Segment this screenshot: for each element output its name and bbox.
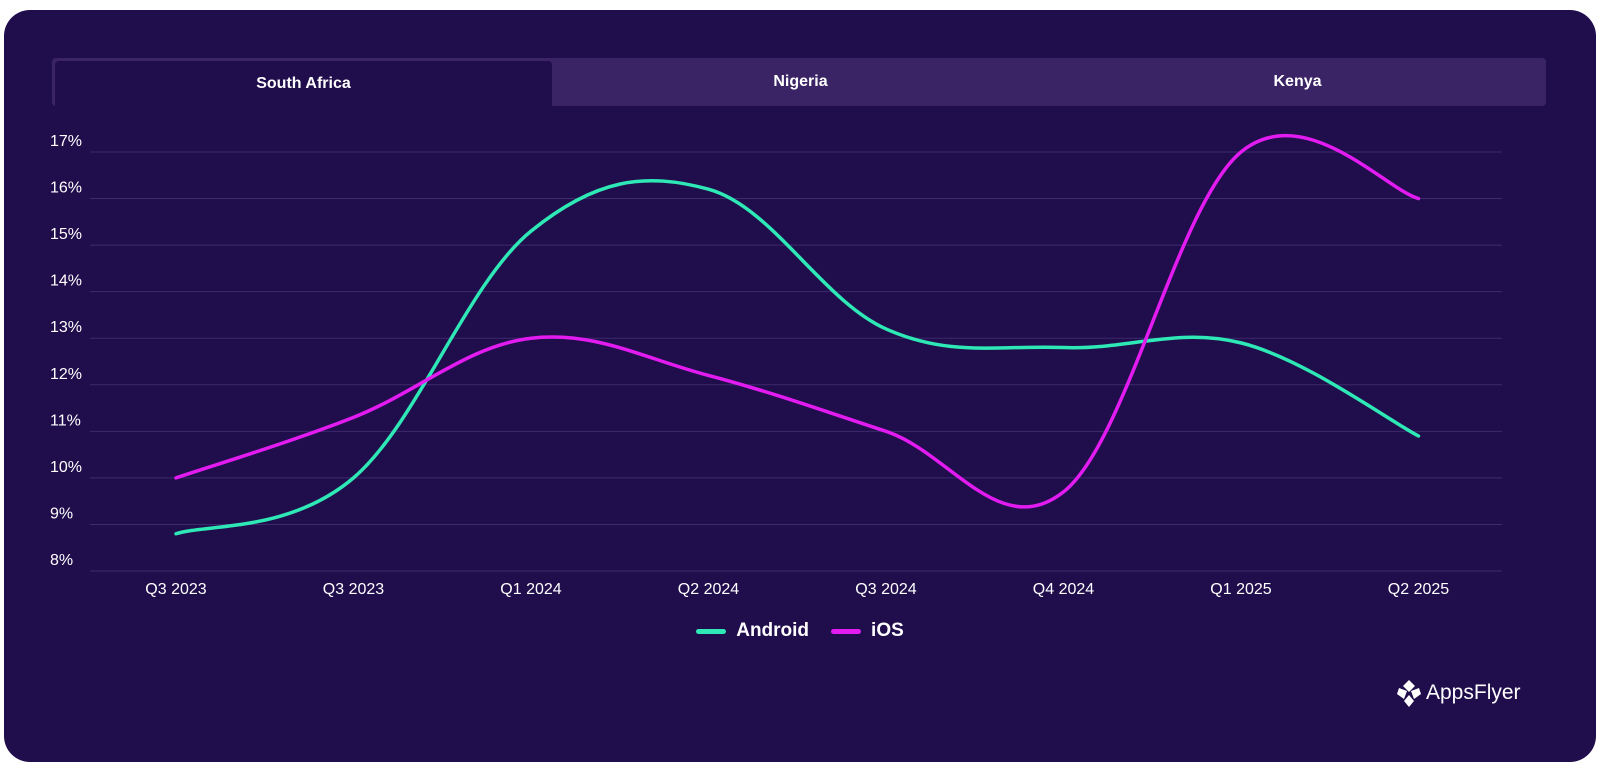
tab-nigeria[interactable]: Nigeria (773, 73, 828, 90)
y-tick-label: 13% (50, 319, 82, 336)
legend-item-ios: iOS (831, 620, 904, 642)
series-line-android (174, 178, 1421, 536)
tab-south-africa[interactable]: South Africa (55, 61, 552, 106)
x-tick-label: Q3 2023 (145, 581, 206, 598)
y-tick-label: 14% (50, 273, 82, 290)
legend-label-android: Android (736, 620, 810, 641)
y-tick-label: 9% (50, 505, 73, 522)
chart-card (4, 10, 1596, 762)
y-tick-label: 17% (50, 133, 82, 150)
x-tick-label: Q1 2025 (1210, 581, 1271, 598)
y-tick-label: 15% (50, 226, 82, 243)
chart-legend: Android iOS (0, 620, 1600, 642)
x-tick-label: Q1 2024 (500, 581, 561, 598)
legend-swatch-ios (831, 628, 862, 634)
y-tick-label: 8% (50, 552, 73, 569)
logo-text: AppsFlyer (1426, 681, 1521, 704)
x-tick-label: Q2 2024 (678, 581, 739, 598)
appsflyer-logo-icon (1397, 680, 1421, 707)
x-tick-label: Q3 2024 (855, 581, 916, 598)
legend-label-ios: iOS (871, 620, 904, 641)
y-tick-label: 11% (50, 412, 81, 429)
country-tabs: South Africa Nigeria Kenya (52, 58, 1546, 106)
series-line-ios (174, 134, 1421, 509)
legend-item-android: Android (696, 620, 809, 642)
x-tick-label: Q2 2025 (1388, 581, 1449, 598)
x-tick-label: Q3 2023 (323, 581, 384, 598)
y-tick-label: 12% (50, 366, 82, 383)
y-tick-label: 16% (50, 180, 82, 197)
legend-swatch-android (696, 628, 727, 634)
y-tick-label: 10% (50, 459, 82, 476)
appsflyer-logo: AppsFlyer (1396, 678, 1521, 708)
x-tick-label: Q4 2024 (1033, 581, 1094, 598)
tab-kenya[interactable]: Kenya (1273, 73, 1322, 90)
